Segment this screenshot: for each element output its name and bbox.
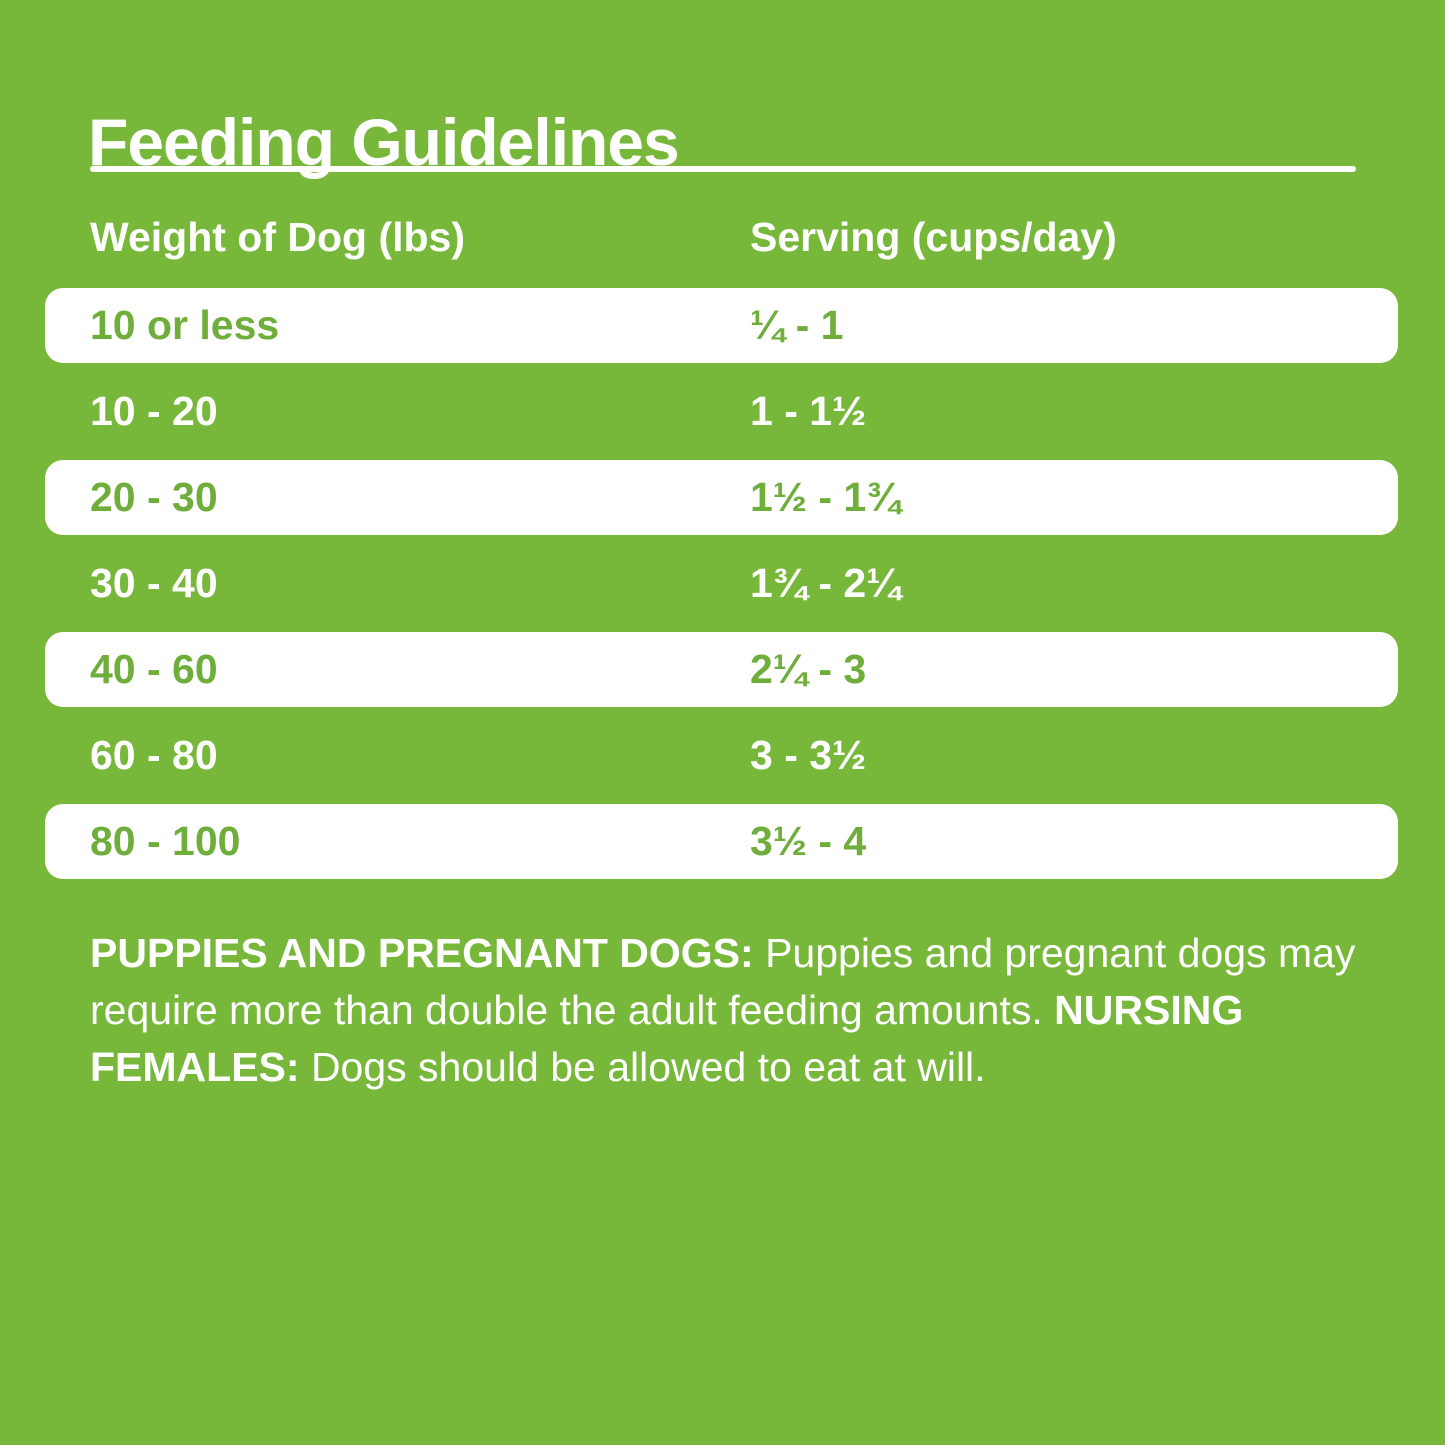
weight-cell: 60 - 80: [90, 732, 218, 778]
table-row: 10 or less ¼ - 1: [45, 288, 1398, 363]
serving-cell: 1 - 1½: [750, 388, 867, 434]
table-row: 60 - 80 3 - 3½: [45, 718, 1398, 793]
table-row: 10 - 20 1 - 1½: [45, 374, 1398, 449]
weight-cell: 10 - 20: [90, 388, 218, 434]
weight-cell: 30 - 40: [90, 560, 218, 606]
table-row: 20 - 30 1½ - 1¾: [45, 460, 1398, 535]
serving-cell: 2¼ - 3: [750, 646, 867, 692]
serving-cell: 3½ - 4: [750, 818, 867, 864]
feeding-table: 10 or less ¼ - 1 10 - 20 1 - 1½ 20 - 30 …: [45, 288, 1398, 890]
serving-cell: 1¾ - 2¼: [750, 560, 901, 606]
puppies-nursing-note: PUPPIES AND PREGNANT DOGS: Puppies and p…: [90, 925, 1380, 1096]
table-column-headers: Weight of Dog (lbs) Serving (cups/day): [45, 214, 1398, 261]
serving-cell: ¼ - 1: [750, 302, 844, 348]
weight-cell: 40 - 60: [90, 646, 218, 692]
serving-column-header: Serving (cups/day): [750, 214, 1117, 260]
weight-cell: 10 or less: [90, 302, 280, 348]
nursing-note-label: NURSING FEMALES:: [90, 987, 1244, 1090]
table-row: 30 - 40 1¾ - 2¼: [45, 546, 1398, 621]
puppies-note-label: PUPPIES AND PREGNANT DOGS:: [90, 930, 754, 976]
weight-cell: 80 - 100: [90, 818, 241, 864]
table-row: 80 - 100 3½ - 4: [45, 804, 1398, 879]
puppies-note-text: Puppies and pregnant dogs may require mo…: [90, 930, 1356, 1033]
serving-cell: 3 - 3½: [750, 732, 867, 778]
weight-cell: 20 - 30: [90, 474, 218, 520]
nursing-note-text: Dogs should be allowed to eat at will.: [299, 1044, 986, 1090]
title-divider-rule: [90, 166, 1356, 172]
serving-cell: 1½ - 1¾: [750, 474, 901, 520]
table-row: 40 - 60 2¼ - 3: [45, 632, 1398, 707]
weight-column-header: Weight of Dog (lbs): [90, 214, 466, 260]
